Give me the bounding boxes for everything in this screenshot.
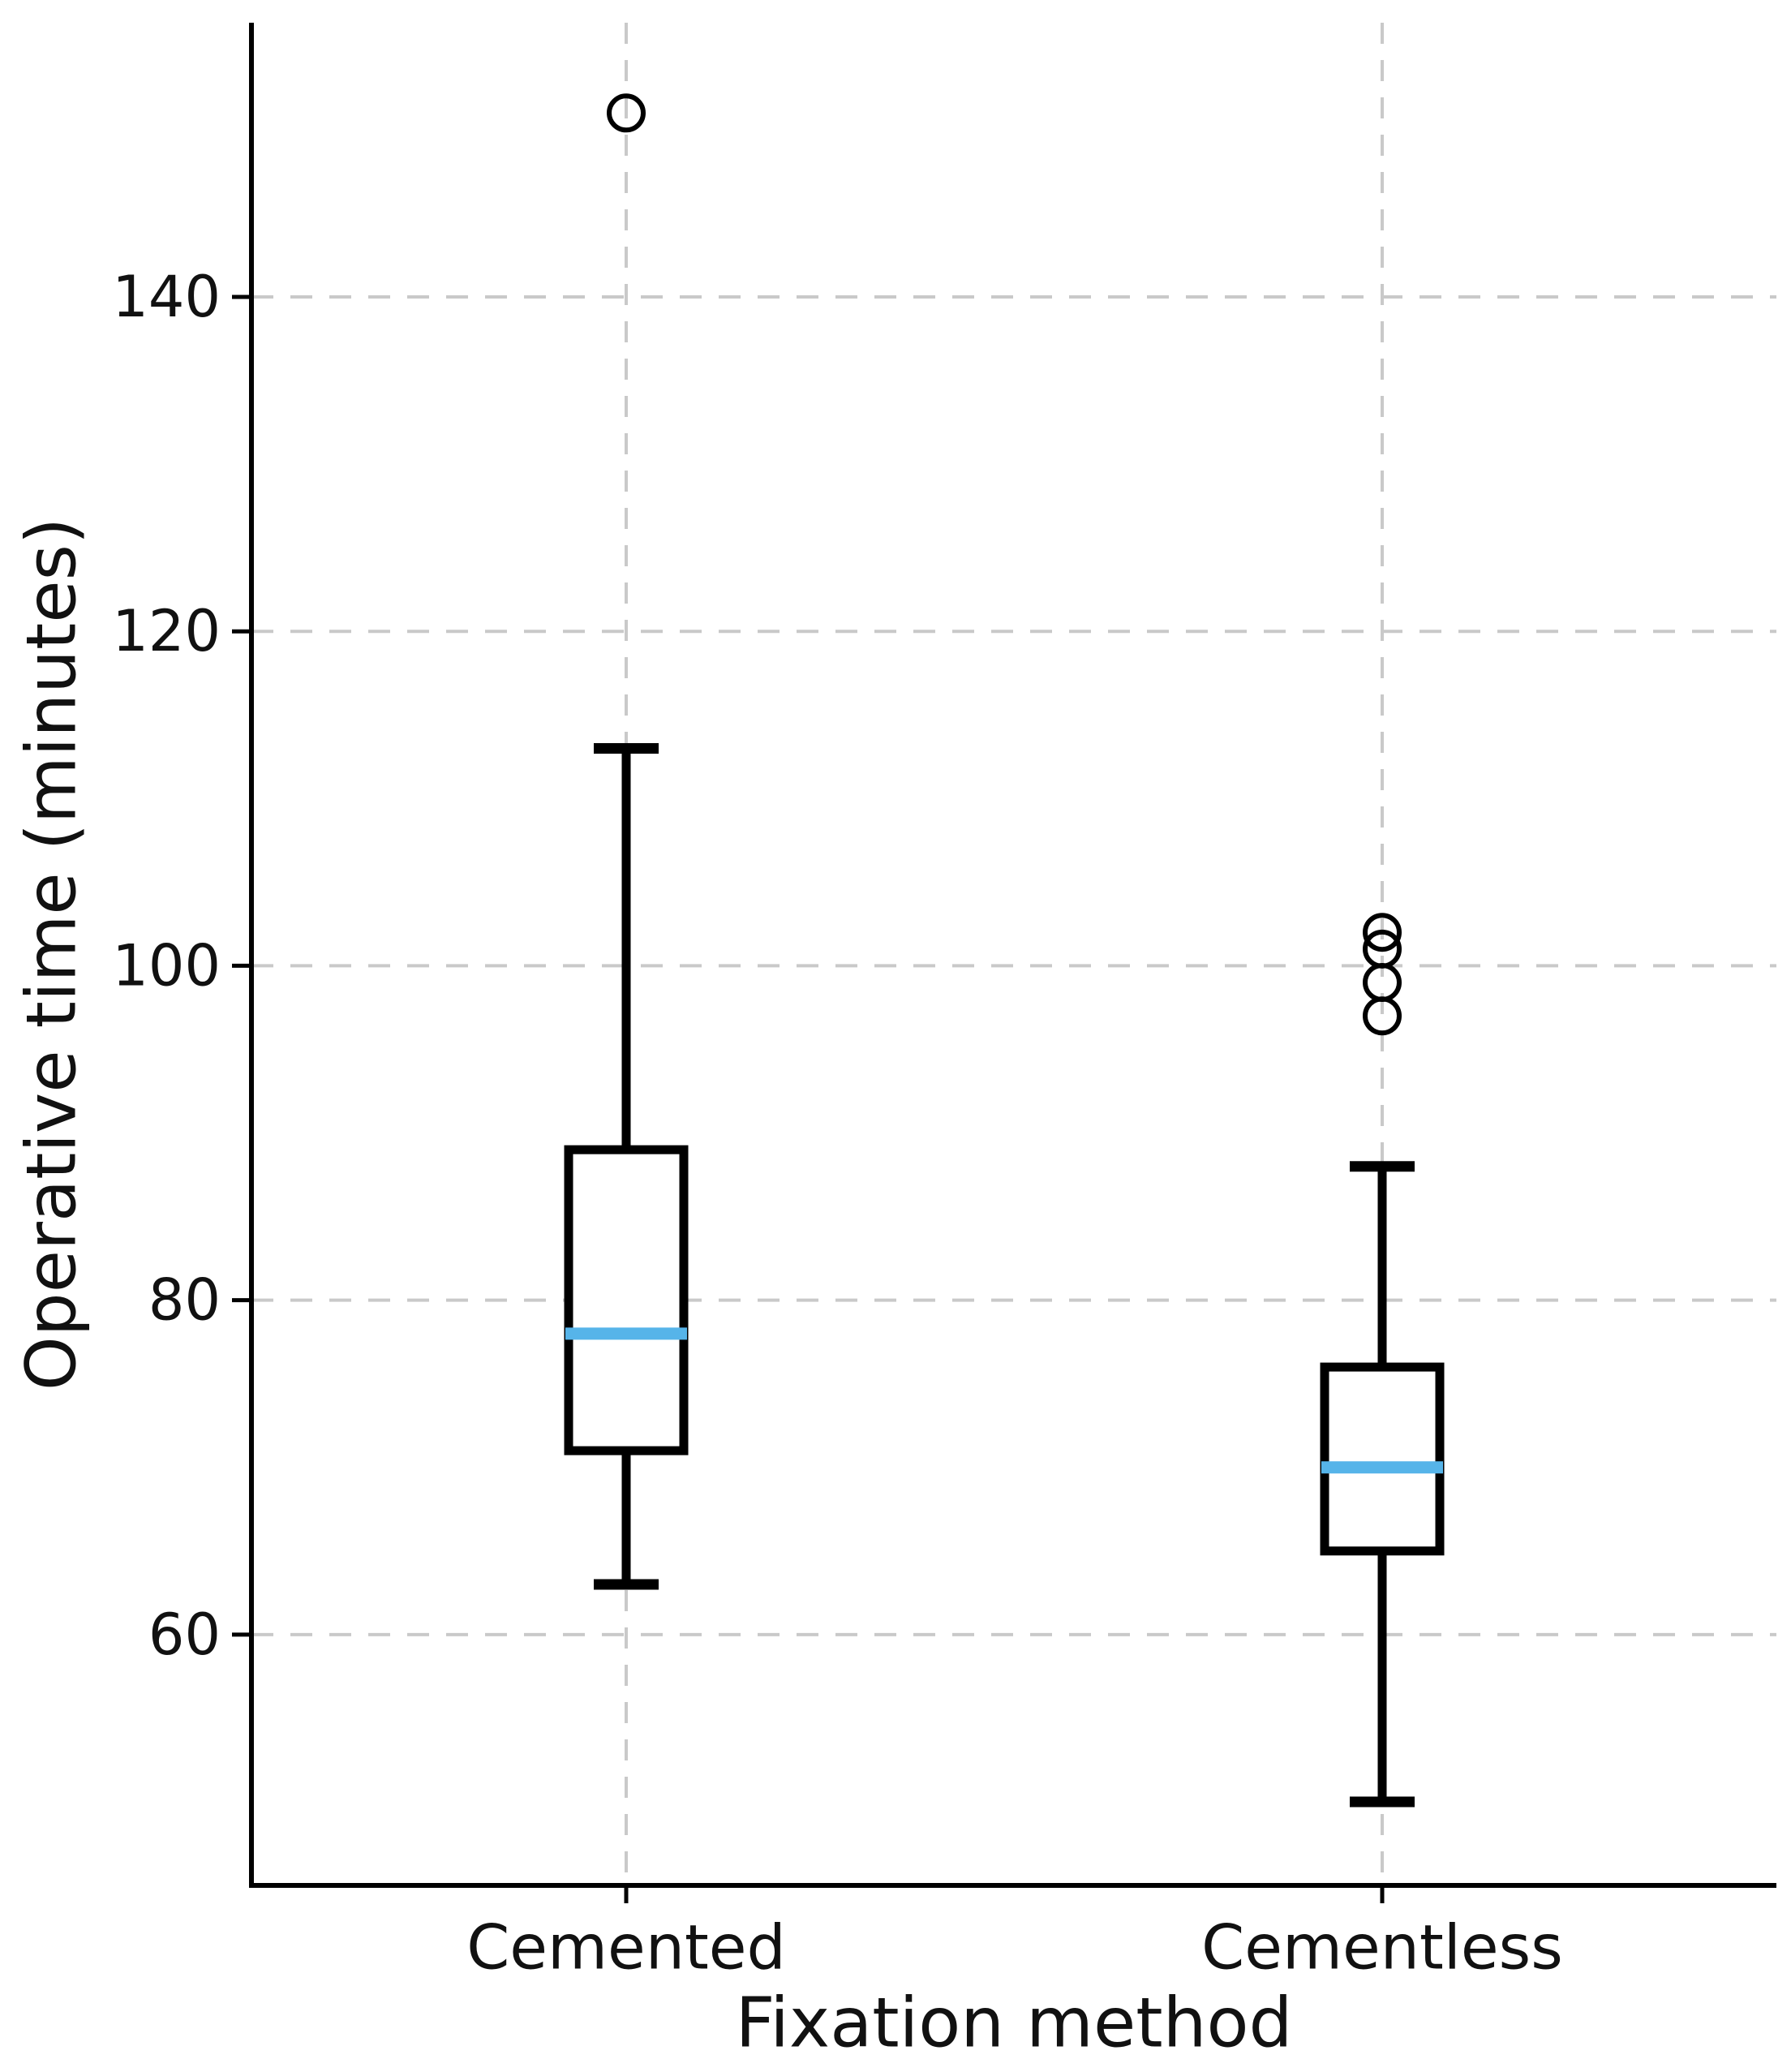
y-tick-label-140: 140 bbox=[112, 264, 221, 330]
x-category-label-cemented: Cemented bbox=[466, 1911, 786, 1984]
outlier-point-cementless-2 bbox=[1363, 929, 1402, 969]
x-axis-label: Fixation method bbox=[736, 1984, 1293, 2064]
y-tick-label-120: 120 bbox=[112, 598, 221, 664]
y-tick-label-80: 80 bbox=[148, 1267, 221, 1334]
y-axis-label: Operative time (minutes) bbox=[12, 518, 92, 1391]
iqr-box-cementless bbox=[1320, 1362, 1445, 1556]
outlier-point-cemented-0 bbox=[607, 93, 646, 133]
y-tick-label-100: 100 bbox=[112, 932, 221, 999]
outlier-point-cementless-3 bbox=[1363, 913, 1402, 952]
iqr-box-cemented bbox=[564, 1145, 689, 1455]
y-tick-label-60: 60 bbox=[148, 1601, 221, 1668]
x-category-label-cementless: Cementless bbox=[1201, 1911, 1563, 1984]
